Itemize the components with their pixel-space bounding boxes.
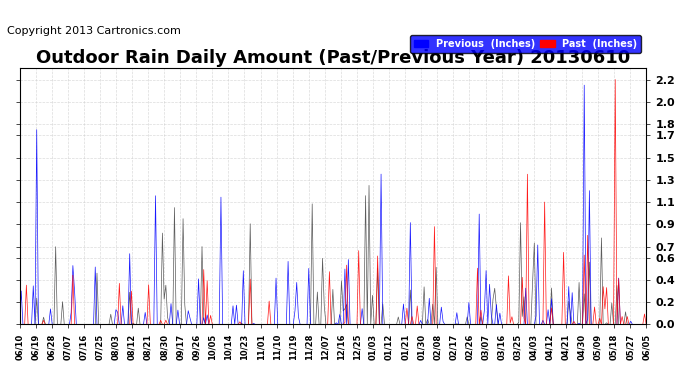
Legend: Previous  (Inches), Past  (Inches): Previous (Inches), Past (Inches) [410,35,642,52]
Title: Outdoor Rain Daily Amount (Past/Previous Year) 20130610: Outdoor Rain Daily Amount (Past/Previous… [36,49,630,67]
Text: Copyright 2013 Cartronics.com: Copyright 2013 Cartronics.com [7,26,181,36]
